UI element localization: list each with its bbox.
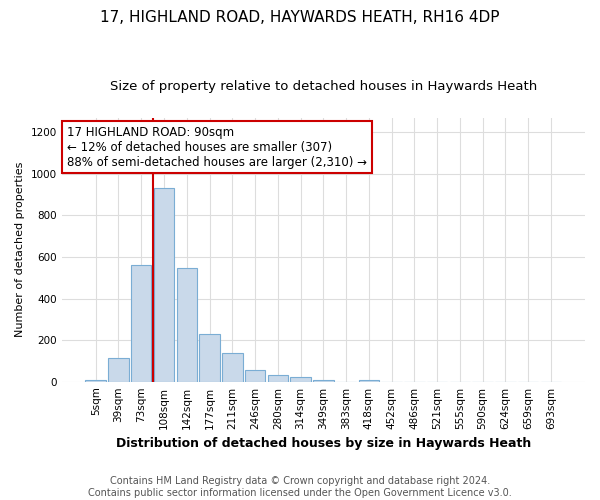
X-axis label: Distribution of detached houses by size in Haywards Heath: Distribution of detached houses by size … <box>116 437 531 450</box>
Bar <box>245 370 265 382</box>
Text: Contains HM Land Registry data © Crown copyright and database right 2024.
Contai: Contains HM Land Registry data © Crown c… <box>88 476 512 498</box>
Bar <box>154 188 174 382</box>
Bar <box>313 380 334 382</box>
Bar <box>199 334 220 382</box>
Bar <box>176 268 197 382</box>
Bar <box>222 352 242 382</box>
Bar <box>131 266 151 382</box>
Text: 17 HIGHLAND ROAD: 90sqm
← 12% of detached houses are smaller (307)
88% of semi-d: 17 HIGHLAND ROAD: 90sqm ← 12% of detache… <box>67 126 367 168</box>
Title: Size of property relative to detached houses in Haywards Heath: Size of property relative to detached ho… <box>110 80 537 93</box>
Bar <box>85 380 106 382</box>
Y-axis label: Number of detached properties: Number of detached properties <box>15 162 25 338</box>
Text: 17, HIGHLAND ROAD, HAYWARDS HEATH, RH16 4DP: 17, HIGHLAND ROAD, HAYWARDS HEATH, RH16 … <box>100 10 500 25</box>
Bar <box>290 377 311 382</box>
Bar <box>359 380 379 382</box>
Bar <box>268 375 288 382</box>
Bar <box>108 358 129 382</box>
